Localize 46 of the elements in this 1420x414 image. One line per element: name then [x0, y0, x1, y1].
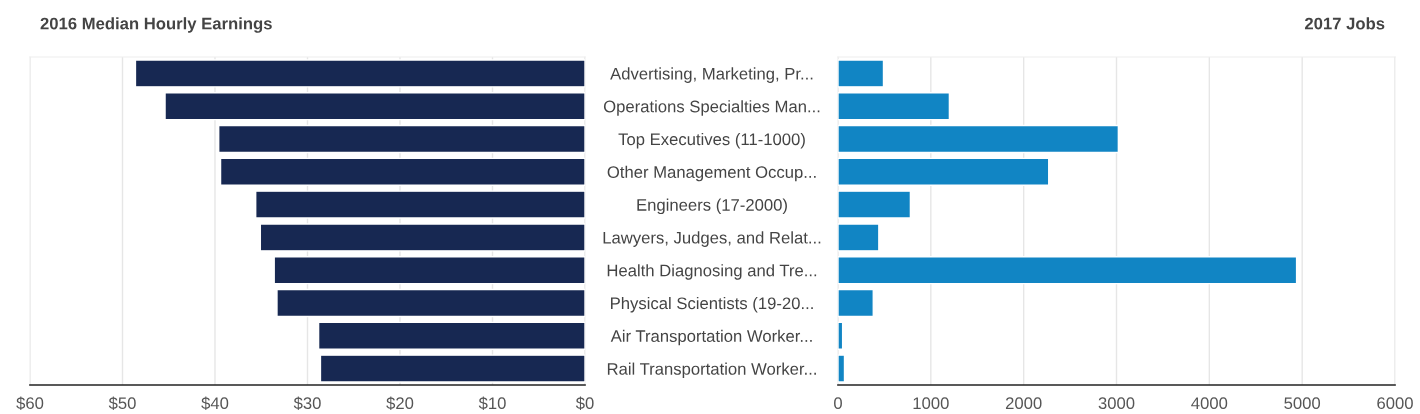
y-tick-label: Health Diagnosing and Tre...: [607, 264, 817, 280]
y-tick-label: Other Management Occup...: [607, 165, 816, 182]
y-tick-label: Lawyers, Judges, and Relat...: [603, 231, 821, 247]
bar: [218, 124, 585, 154]
bar: [838, 288, 874, 318]
bar: [134, 59, 585, 88]
y-tick-label: Air Transportation Worker...: [610, 329, 812, 346]
bar: [317, 321, 585, 350]
y-tick-label: Advertising, Marketing, Pr...: [610, 67, 813, 83]
bar: [838, 321, 844, 350]
x-tick-label: $50: [108, 396, 136, 411]
x-tick-label: 1000: [913, 397, 949, 410]
x-tick-label: 5000: [1284, 397, 1321, 410]
x-tick-label: $20: [386, 396, 414, 411]
y-tick-label: Rail Transportation Worker...: [607, 362, 816, 379]
bar: [164, 92, 585, 121]
x-tick-label: 6000: [1377, 397, 1413, 410]
x-tick-label: 3000: [1098, 397, 1135, 410]
bar: [319, 354, 585, 383]
bar: [259, 223, 585, 252]
x-tick-label: 4000: [1191, 397, 1228, 410]
x-tick-label: $0: [575, 396, 594, 411]
x-tick-label: 2000: [1005, 397, 1042, 410]
y-tick-label: Top Executives (11-1000): [618, 132, 805, 149]
x-tick-label: $10: [478, 396, 506, 411]
x-tick-label: $40: [201, 396, 229, 411]
bar: [838, 124, 1120, 154]
bar: [838, 190, 912, 219]
x-tick-label: $30: [293, 396, 321, 411]
bar: [838, 256, 1298, 285]
y-tick-label: Physical Scientists (19-20...: [611, 296, 813, 313]
chart-title: 2016 Median Hourly Earnings: [40, 17, 272, 33]
bar: [838, 59, 885, 88]
bar: [838, 157, 1050, 186]
bar: [273, 256, 585, 285]
x-tick-label: $60: [16, 396, 44, 411]
y-tick-label: Engineers (17-2000): [637, 198, 787, 215]
bar: [838, 223, 880, 252]
bar: [219, 157, 585, 186]
bar: [838, 92, 951, 121]
bar: [838, 354, 846, 383]
bar: [255, 190, 585, 219]
y-tick-label: Operations Specialties Man...: [603, 100, 820, 116]
chart-title: 2017 Jobs: [1304, 17, 1385, 30]
x-tick-label: 0: [834, 397, 842, 410]
bar: [276, 288, 585, 318]
